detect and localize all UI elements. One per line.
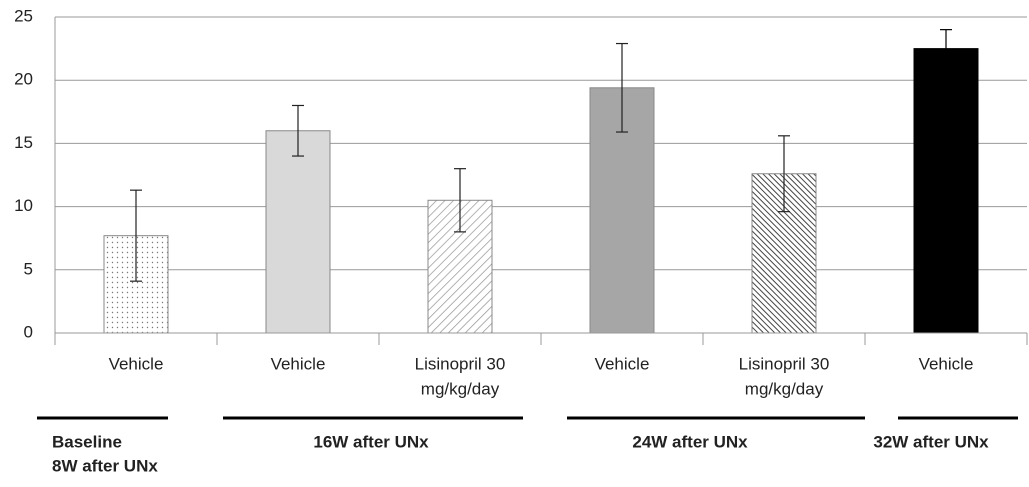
group-label: 24W after UNx bbox=[632, 432, 748, 451]
x-tick-label: mg/kg/day bbox=[745, 379, 824, 398]
y-tick-label: 0 bbox=[24, 322, 33, 341]
x-tick-label: mg/kg/day bbox=[421, 379, 500, 398]
group-label: 16W after UNx bbox=[313, 432, 429, 451]
y-tick-label: 5 bbox=[24, 259, 33, 278]
error-bar bbox=[454, 168, 466, 233]
y-tick-label: 25 bbox=[14, 6, 33, 25]
y-tick-label: 10 bbox=[14, 196, 33, 215]
error-bar bbox=[778, 135, 790, 213]
x-tick-label: Vehicle bbox=[919, 354, 974, 373]
group-label: 8W after UNx bbox=[52, 456, 158, 475]
bar bbox=[265, 130, 331, 334]
bar bbox=[913, 48, 979, 334]
group-label: 32W after UNx bbox=[873, 432, 989, 451]
y-tick-label: 20 bbox=[14, 70, 33, 89]
x-tick-label: Vehicle bbox=[109, 354, 164, 373]
x-tick-label: Lisinopril 30 bbox=[739, 354, 830, 373]
x-tick-label: Lisinopril 30 bbox=[415, 354, 506, 373]
error-bar bbox=[940, 29, 952, 69]
y-tick-label: 15 bbox=[14, 133, 33, 152]
x-tick-label: Vehicle bbox=[595, 354, 650, 373]
group-label: Baseline bbox=[52, 432, 122, 451]
error-bar bbox=[616, 42, 628, 133]
error-bar bbox=[130, 189, 142, 282]
x-tick-label: Vehicle bbox=[271, 354, 326, 373]
error-bar bbox=[292, 104, 304, 157]
